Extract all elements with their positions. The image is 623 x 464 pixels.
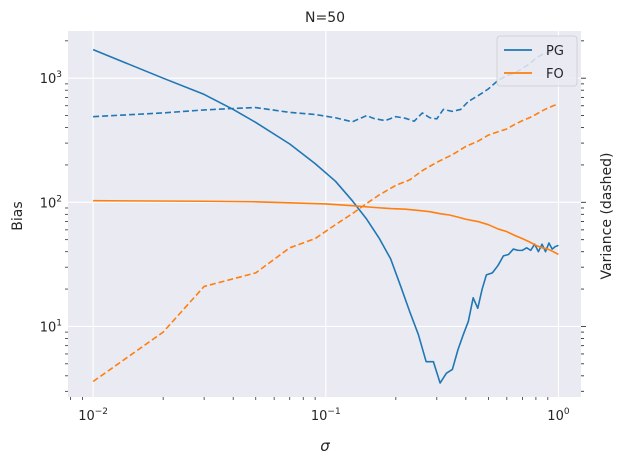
x-tick-label: 10−1: [311, 407, 341, 424]
legend-frame: [496, 35, 578, 87]
x-axis-label: σ: [320, 437, 330, 455]
y-tick-label: 102: [40, 194, 62, 211]
minor-ticks: [65, 40, 549, 400]
x-tick-label: 10−2: [78, 407, 108, 424]
series-line-fo: [93, 199, 559, 256]
x-tick-labels: 10−2 10−1 100: [78, 407, 570, 424]
y2-axis-label: Variance (dashed): [599, 153, 615, 280]
y-tick-label: 103: [40, 70, 62, 87]
legend-label-pg: PG: [546, 44, 564, 59]
y-tick-labels: 101 102 103: [40, 70, 62, 335]
chart-title: N=50: [305, 10, 345, 26]
plot-area: [68, 31, 581, 397]
y-axis-label: Bias: [10, 201, 26, 230]
y-tick-label: 101: [40, 318, 62, 335]
x-tick-label: 100: [547, 407, 570, 424]
series-line-fo-variance: [92, 103, 559, 383]
right-axis-ticks: [581, 40, 586, 392]
legend: PG FO: [496, 35, 578, 87]
legend-label-fo: FO: [546, 67, 564, 82]
grid: [68, 31, 581, 397]
